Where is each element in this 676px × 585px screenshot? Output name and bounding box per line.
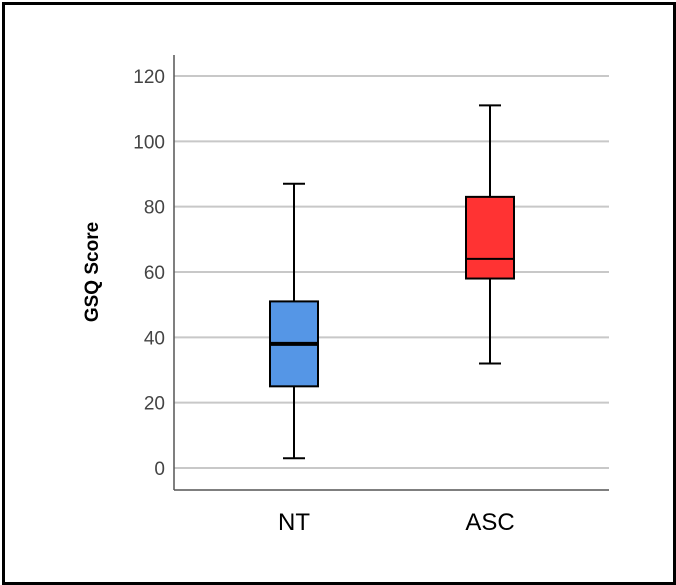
y-tick-label: 120 [133, 67, 165, 88]
axes [173, 55, 609, 491]
y-tick-label: 0 [154, 459, 165, 480]
x-tick-label: NT [278, 509, 310, 536]
y-tick-label: 40 [144, 328, 165, 349]
iqr-box [465, 195, 515, 280]
y-tick-label: 100 [133, 132, 165, 153]
y-tick-label: 60 [144, 263, 165, 284]
box-nt [269, 182, 319, 460]
box-asc [465, 104, 515, 365]
boxes [269, 104, 515, 460]
y-tick-label: 80 [144, 198, 165, 219]
y-axis-title: GSQ Score [82, 222, 103, 322]
y-tick-labels: 0 20 40 60 80 100 120 [133, 67, 165, 480]
gridlines [174, 75, 609, 469]
x-tick-labels: NT ASC [278, 509, 515, 536]
x-tick-label: ASC [465, 509, 514, 536]
y-tick-label: 20 [144, 394, 165, 415]
